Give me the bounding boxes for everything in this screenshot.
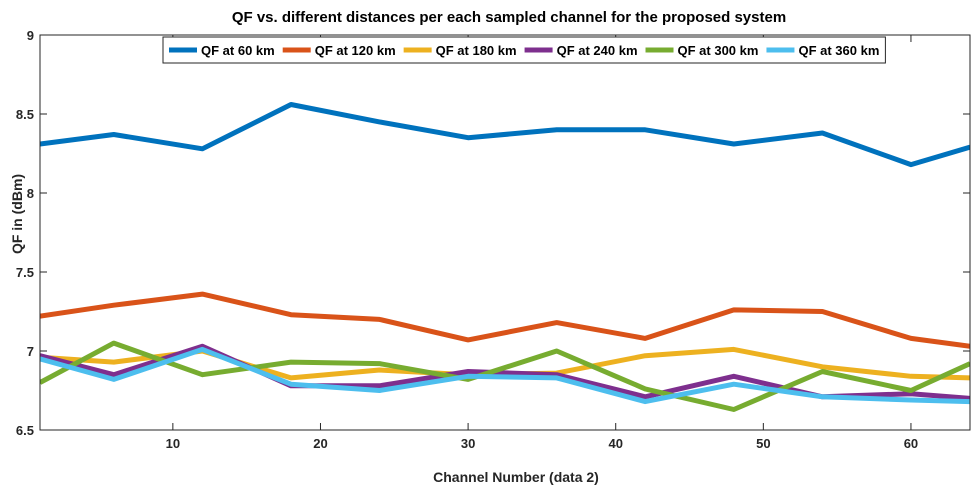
legend-entry-label: QF at 360 km xyxy=(798,43,879,58)
series-layer xyxy=(40,102,970,412)
legend-entry-label: QF at 300 km xyxy=(678,43,759,58)
x-tick-label: 40 xyxy=(608,436,622,451)
legend-entry-label: QF at 240 km xyxy=(557,43,638,58)
y-axis-label: QF in (dBm) xyxy=(9,174,25,254)
y-tick-label: 7 xyxy=(27,344,34,359)
legend: QF at 60 km QF at 120 km QF at 180 km QF at… xyxy=(162,36,886,64)
x-axis-label: Channel Number (data 2) xyxy=(433,469,599,485)
series-line xyxy=(40,340,970,412)
y-tick-label: 8.5 xyxy=(16,107,34,122)
plot-area-frame xyxy=(39,34,971,431)
legend-entry-label: QF at 60 km xyxy=(201,43,275,58)
series-line xyxy=(40,102,970,168)
y-tick-label: 7.5 xyxy=(16,265,34,280)
x-tick-label: 20 xyxy=(313,436,327,451)
series-line xyxy=(40,346,970,405)
chart-title: QF vs. different distances per each samp… xyxy=(232,9,786,26)
x-tick-label: 10 xyxy=(166,436,180,451)
x-tick-label: 30 xyxy=(461,436,475,451)
axis-ticks: 6.5 7 7.5 8 8.5 9 10 20 30 40 50 60 xyxy=(16,28,970,451)
y-tick-label: 8 xyxy=(27,186,34,201)
y-tick-label: 9 xyxy=(27,28,34,43)
legend-entry-label: QF at 180 km xyxy=(436,43,517,58)
legend-entry-label: QF at 120 km xyxy=(315,43,396,58)
x-tick-label: 60 xyxy=(904,436,918,451)
series-line xyxy=(40,291,970,349)
x-tick-label: 50 xyxy=(756,436,770,451)
y-tick-label: 6.5 xyxy=(16,423,34,438)
